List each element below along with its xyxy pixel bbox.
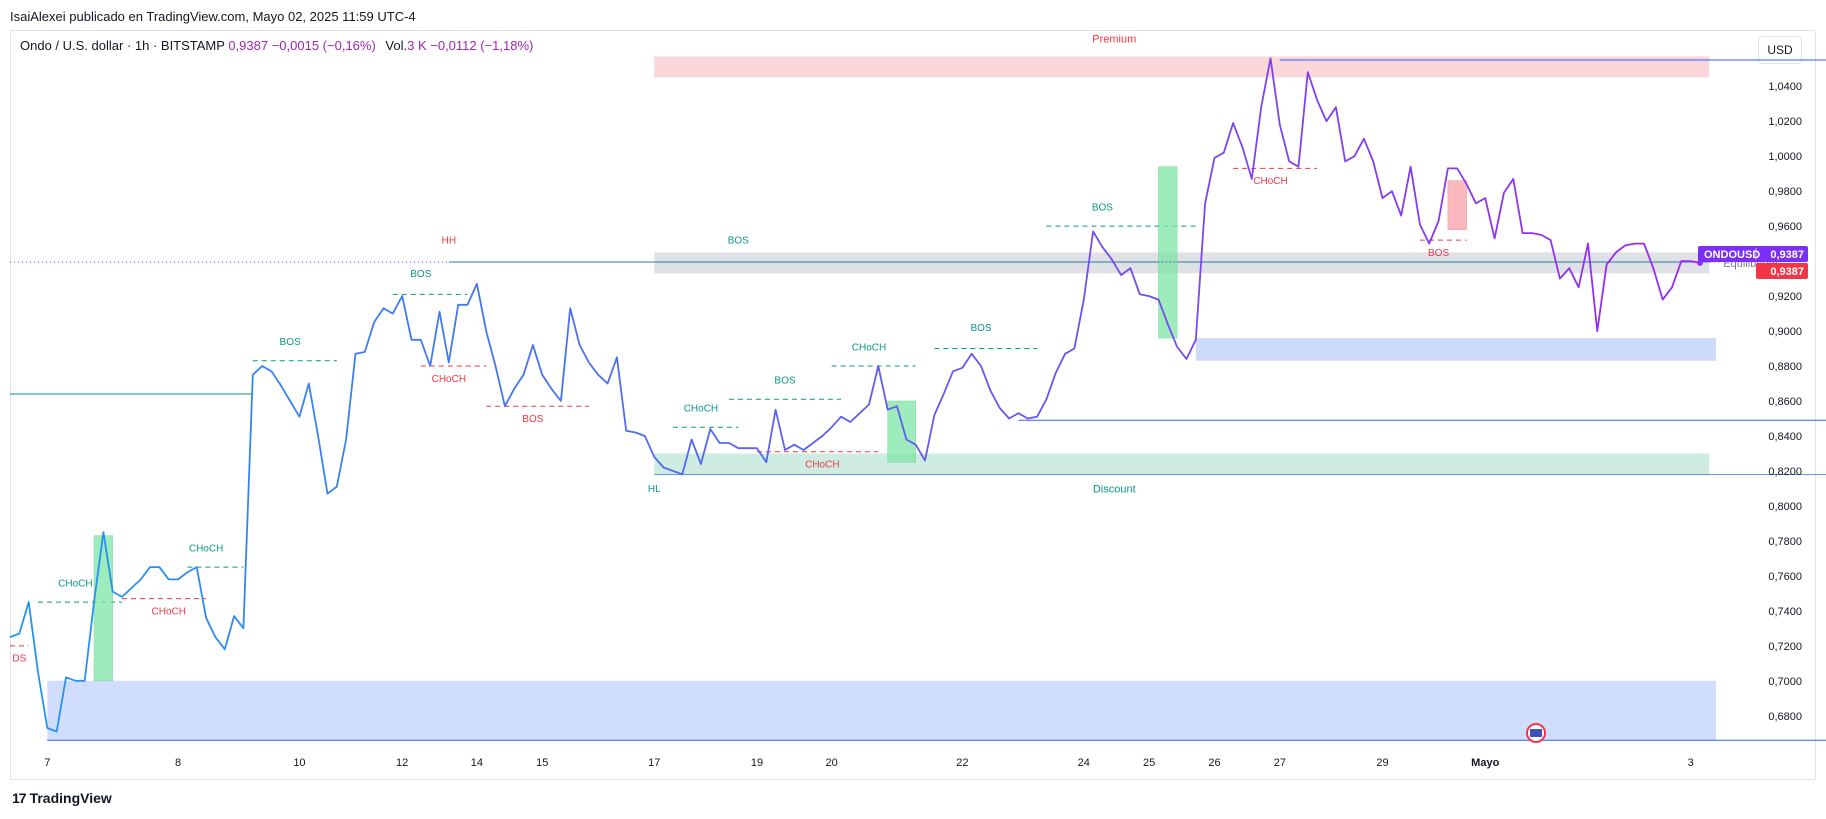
last-price: 0,9387: [228, 38, 269, 53]
publisher-line: IsaiAlexei publicado en TradingView.com,…: [10, 9, 416, 24]
currency-button[interactable]: USD: [1758, 36, 1802, 64]
tradingview-footer[interactable]: 17 TradingView: [12, 790, 112, 806]
symbol-legend: Ondo / U.S. dollar · 1h · BITSTAMP 0,938…: [20, 38, 533, 53]
volume-label[interactable]: Vol.: [385, 38, 408, 53]
volume-change: −0,0112 (−1,18%): [430, 38, 534, 53]
price-change: −0,0015 (−0,16%): [271, 38, 376, 53]
footer-brand: TradingView: [29, 790, 112, 806]
chart-frame: [10, 30, 1816, 780]
volume-value: 3 K: [407, 38, 427, 53]
symbol-name[interactable]: Ondo / U.S. dollar · 1h · BITSTAMP: [20, 38, 225, 53]
tradingview-logo-icon: 17: [12, 790, 27, 806]
